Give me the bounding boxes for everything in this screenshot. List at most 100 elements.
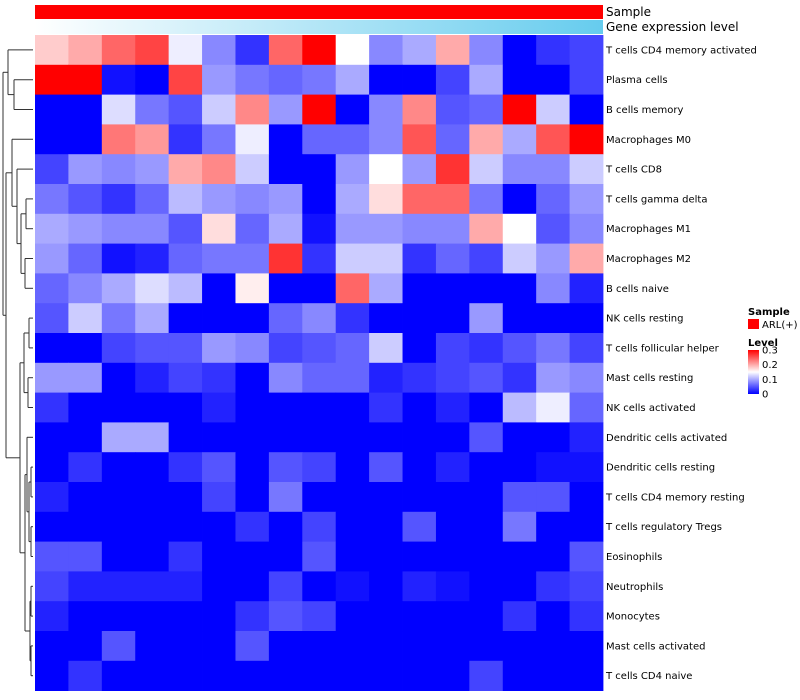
heatmap-cell	[435, 660, 470, 691]
row-label: NK cells activated	[606, 403, 696, 414]
heatmap-cell	[135, 631, 170, 662]
heatmap-cell	[369, 362, 403, 393]
heatmap-cell	[569, 392, 604, 423]
heatmap-cell	[101, 333, 136, 364]
heatmap-cell	[469, 243, 504, 274]
heatmap-cell	[101, 631, 136, 662]
heatmap-cell	[35, 452, 69, 483]
heatmap-cell	[369, 511, 403, 542]
heatmap-cell	[536, 601, 570, 632]
heatmap-cell	[335, 601, 370, 632]
heatmap-cell	[268, 392, 303, 423]
heatmap-cell	[502, 541, 537, 572]
heatmap-cell	[569, 303, 604, 334]
heatmap-cell	[135, 541, 170, 572]
heatmap-cell	[235, 273, 270, 304]
row-label: Eosinophils	[606, 552, 662, 563]
heatmap-cell	[335, 273, 370, 304]
heatmap-cell	[101, 422, 136, 453]
heatmap-cell	[268, 94, 303, 125]
heatmap-cell	[68, 303, 103, 334]
heatmap-cell	[335, 94, 370, 125]
heatmap-cell	[369, 452, 403, 483]
heatmap-cell	[202, 184, 236, 215]
heatmap-cell	[35, 660, 69, 691]
heatmap-cell	[68, 362, 103, 393]
heatmap-cell	[536, 273, 570, 304]
heatmap-cell	[202, 333, 236, 364]
heatmap-cell	[168, 35, 203, 66]
heatmap-cell	[202, 273, 236, 304]
heatmap-cell	[469, 184, 504, 215]
heatmap-cell	[202, 482, 236, 513]
heatmap-cell	[168, 273, 203, 304]
row-label: Macrophages M2	[606, 254, 691, 265]
heatmap-cell	[435, 213, 470, 244]
heatmap-cell	[536, 392, 570, 423]
heatmap-cell	[369, 124, 403, 155]
heatmap-cell	[235, 333, 270, 364]
heatmap-cell	[135, 333, 170, 364]
heatmap-cell	[268, 303, 303, 334]
heatmap-cell	[569, 184, 604, 215]
heatmap-cell	[202, 362, 236, 393]
sample-annotation-bar	[35, 5, 603, 19]
heatmap-cell	[135, 64, 170, 95]
heatmap-cell	[435, 64, 470, 95]
heatmap-cell	[335, 154, 370, 185]
heatmap-cell	[35, 184, 69, 215]
heatmap-cell	[268, 184, 303, 215]
heatmap-cell	[335, 184, 370, 215]
heatmap-cell	[569, 482, 604, 513]
heatmap-cell	[68, 452, 103, 483]
heatmap-cell	[135, 184, 170, 215]
heatmap-cell	[502, 422, 537, 453]
heatmap-cell	[35, 154, 69, 185]
legend-ticks: 0.3 0.2 0.1 0	[762, 346, 778, 401]
heatmap-cell	[35, 631, 69, 662]
heatmap-cell	[268, 660, 303, 691]
heatmap-cell	[135, 35, 170, 66]
heatmap-cell	[402, 541, 437, 572]
heatmap-cell	[135, 362, 170, 393]
heatmap-cell	[569, 64, 604, 95]
heatmap-cell	[569, 35, 604, 66]
heatmap-cell	[302, 303, 337, 334]
heatmap-cell	[168, 571, 203, 602]
heatmap-cell	[202, 452, 236, 483]
heatmap-cell	[202, 541, 236, 572]
heatmap-cell	[235, 452, 270, 483]
legend-tick-label: 0.2	[762, 360, 778, 371]
heatmap-cell	[135, 571, 170, 602]
heatmap-cell	[68, 64, 103, 95]
heatmap-cell	[302, 333, 337, 364]
heatmap-cell	[302, 660, 337, 691]
heatmap-cell	[101, 362, 136, 393]
heatmap-cell	[435, 94, 470, 125]
legend-color-bar	[748, 350, 759, 394]
heatmap-cell	[569, 94, 604, 125]
heatmap-cell	[202, 35, 236, 66]
row-label: T cells follicular helper	[605, 343, 720, 354]
heatmap-cell	[35, 362, 69, 393]
heatmap-cell	[68, 333, 103, 364]
heatmap-cell	[302, 154, 337, 185]
heatmap-cell	[135, 213, 170, 244]
heatmap-cell	[168, 511, 203, 542]
heatmap-cell	[369, 422, 403, 453]
heatmap-cell	[369, 303, 403, 334]
heatmap-cell	[101, 452, 136, 483]
legend-sample-title: Sample	[748, 307, 790, 318]
heatmap-cell	[402, 124, 437, 155]
heatmap-cell	[35, 64, 69, 95]
row-label: Plasma cells	[606, 75, 668, 86]
row-labels: T cells CD4 memory activated Plasma cells…	[605, 45, 757, 682]
heatmap-cell	[369, 482, 403, 513]
heatmap-cell	[68, 571, 103, 602]
heatmap-cell	[536, 362, 570, 393]
heatmap-cell	[268, 571, 303, 602]
heatmap-cell	[435, 392, 470, 423]
heatmap-cell	[302, 124, 337, 155]
heatmap-cell	[202, 601, 236, 632]
